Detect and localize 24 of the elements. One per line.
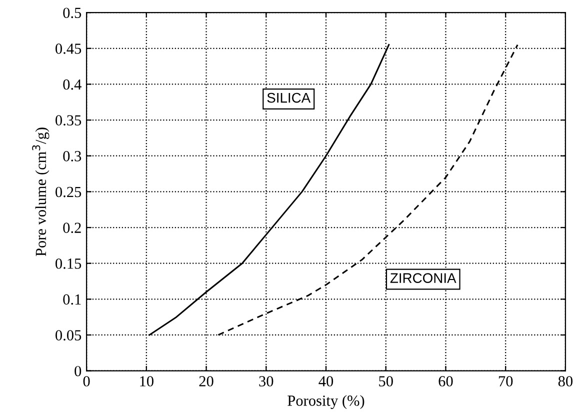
x-tick-label: 10	[140, 376, 154, 386]
y-tick-label: 0.1	[63, 294, 81, 305]
x-tick-label: 20	[199, 376, 214, 386]
x-tick-label: 30	[259, 376, 274, 386]
x-tick-label: 70	[498, 376, 513, 386]
x-tick-label: 60	[438, 376, 453, 386]
y-tick-label: 0.35	[56, 115, 82, 126]
text: ZIRCONIA	[390, 273, 456, 283]
y-tick-label: 0	[74, 366, 82, 376]
y-tick-label: 0.05	[56, 330, 82, 341]
y-tick-label: 0.15	[56, 258, 82, 269]
x-tick-label: 0	[83, 376, 90, 386]
x-tick-label: 80	[558, 376, 573, 386]
y-axis-title: Pore volume (cm$^{3}$/g)	[32, 128, 50, 256]
y-tick-label: 0.45	[56, 44, 82, 54]
y-tick-label: 0.2	[63, 222, 81, 234]
y-tick-label: 0.5	[63, 8, 82, 18]
text: SILICA	[267, 92, 311, 103]
y-tick-label: 0.25	[56, 186, 82, 198]
x-tick-label: 50	[379, 376, 393, 386]
x-tick-label: 40	[318, 376, 334, 386]
x-axis-title: Porosity (%)	[288, 395, 364, 409]
y-tick-label: 0.4	[63, 79, 82, 90]
y-tick-label: 0.3	[63, 151, 82, 162]
